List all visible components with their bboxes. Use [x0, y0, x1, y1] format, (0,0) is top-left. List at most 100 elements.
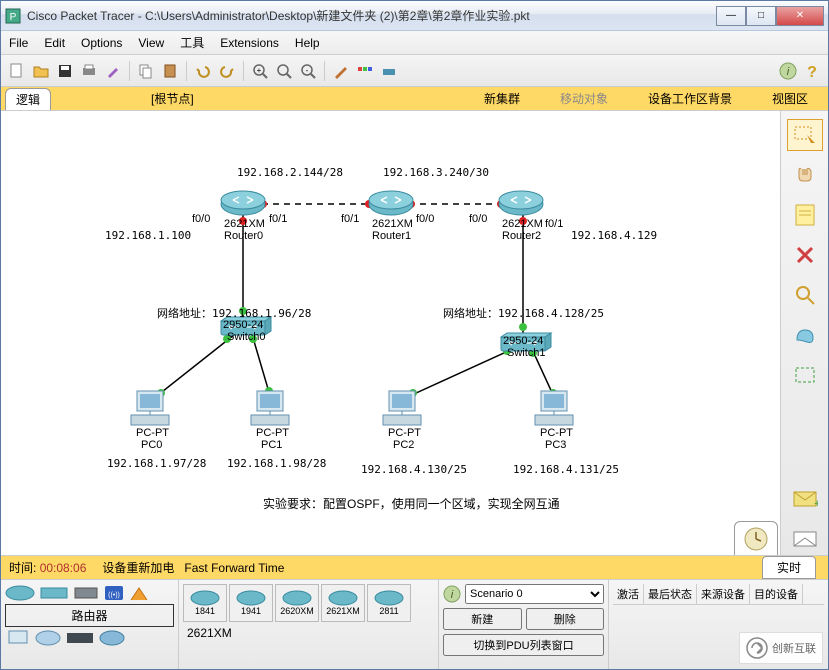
- select-tool-icon[interactable]: [787, 119, 823, 151]
- device-1841[interactable]: 1841: [183, 584, 227, 622]
- sw0-name: 2950-24: [223, 319, 263, 331]
- app-icon: P: [5, 8, 21, 24]
- menu-view[interactable]: View: [138, 36, 164, 50]
- fast-forward-button[interactable]: Fast Forward Time: [184, 561, 284, 575]
- pc2-name: PC2: [393, 439, 414, 451]
- copy-icon[interactable]: [136, 61, 156, 81]
- menu-tools[interactable]: 工具: [180, 34, 204, 51]
- save-icon[interactable]: [55, 61, 75, 81]
- menu-file[interactable]: File: [9, 36, 28, 50]
- inspect-tool-icon[interactable]: [787, 279, 823, 311]
- svg-text:?: ?: [807, 64, 817, 80]
- pc1-type: PC-PT: [256, 427, 289, 439]
- scenario-panel: i Scenario 0 新建 删除 切换到PDU列表窗口: [439, 580, 609, 669]
- logical-navbar: 逻辑 [根节点] 新集群 移动对象 设备工作区背景 视图区: [1, 87, 828, 111]
- r1-label: Router1: [372, 230, 411, 242]
- pc3-icon[interactable]: [535, 391, 573, 425]
- pc2-ip: 192.168.4.130/25: [361, 463, 467, 476]
- palette-multiuser-icon[interactable]: [99, 630, 125, 646]
- close-button[interactable]: ✕: [776, 6, 824, 26]
- wizard-icon[interactable]: [103, 61, 123, 81]
- device-1941[interactable]: 1941: [229, 584, 273, 622]
- menu-help[interactable]: Help: [295, 36, 320, 50]
- workspace: 192.168.2.144/28 192.168.3.240/30 f0/0 f…: [1, 111, 828, 555]
- pdu-col-fire: 激活: [613, 584, 644, 604]
- router0-icon[interactable]: [221, 191, 265, 215]
- maximize-button[interactable]: □: [746, 6, 776, 26]
- power-cycle-button[interactable]: 设备重新加电: [102, 559, 174, 576]
- scenario-select[interactable]: Scenario 0: [465, 584, 604, 604]
- realtime-sim-toggle[interactable]: [734, 521, 778, 555]
- scenario-new-button[interactable]: 新建: [443, 608, 522, 630]
- draw-icon[interactable]: [331, 61, 351, 81]
- r2-if-right: f0/1: [545, 218, 563, 230]
- r0-if-left: f0/0: [192, 213, 210, 225]
- palette-icon[interactable]: [355, 61, 375, 81]
- r0-if-right: f0/1: [269, 213, 287, 225]
- delete-tool-icon[interactable]: [787, 239, 823, 271]
- note-tool-icon[interactable]: [787, 199, 823, 231]
- menu-edit[interactable]: Edit: [44, 36, 65, 50]
- device-2620xm[interactable]: 2620XM: [275, 584, 319, 622]
- palette-enddevice-icon[interactable]: [5, 629, 31, 647]
- redo-icon[interactable]: [217, 61, 237, 81]
- device-model-list: 1841 1941 2620XM 2621XM 2811 2621XM: [179, 580, 439, 669]
- palette-wireless-icon[interactable]: ((•)): [103, 584, 125, 602]
- logical-tab[interactable]: 逻辑: [5, 88, 51, 110]
- palette-connection-icon[interactable]: [129, 584, 149, 602]
- set-background-button[interactable]: 设备工作区背景: [628, 90, 752, 107]
- r0-name: 2621XM: [224, 218, 265, 230]
- r2-if-left: f0/0: [469, 213, 487, 225]
- move-object-button[interactable]: 移动对象: [540, 90, 628, 107]
- simple-pdu-icon[interactable]: +: [787, 483, 823, 515]
- pc1-icon[interactable]: [251, 391, 289, 425]
- minimize-button[interactable]: —: [716, 6, 746, 26]
- custom-device-icon[interactable]: [379, 61, 399, 81]
- pc0-ip: 192.168.1.97/28: [107, 457, 206, 470]
- topology-canvas[interactable]: 192.168.2.144/28 192.168.3.240/30 f0/0 f…: [1, 111, 780, 555]
- window-title: Cisco Packet Tracer - C:\Users\Administr…: [27, 7, 716, 24]
- info-icon[interactable]: i: [778, 61, 798, 81]
- pc2-icon[interactable]: [383, 391, 421, 425]
- svg-text:P: P: [10, 12, 17, 23]
- paste-icon[interactable]: [160, 61, 180, 81]
- zoom-reset-icon[interactable]: [274, 61, 294, 81]
- print-icon[interactable]: [79, 61, 99, 81]
- realtime-tab[interactable]: 实时: [762, 556, 816, 579]
- root-node-label[interactable]: [根节点]: [131, 90, 214, 107]
- scenario-toggle-button[interactable]: 切换到PDU列表窗口: [443, 634, 604, 656]
- selected-model-label: 2621XM: [183, 622, 434, 644]
- new-cluster-button[interactable]: 新集群: [464, 90, 540, 107]
- undo-icon[interactable]: [193, 61, 213, 81]
- palette-wan-icon[interactable]: [35, 629, 61, 647]
- pc0-type: PC-PT: [136, 427, 169, 439]
- sw1-name: 2950-24: [503, 335, 543, 347]
- draw-poly-icon[interactable]: [787, 319, 823, 351]
- pdu-col-status: 最后状态: [644, 584, 697, 604]
- zoom-out-icon[interactable]: -: [298, 61, 318, 81]
- complex-pdu-icon[interactable]: [787, 523, 823, 555]
- palette-hub-icon[interactable]: [73, 584, 99, 602]
- router2-icon[interactable]: [499, 191, 543, 215]
- category-label: 路由器: [5, 604, 174, 627]
- palette-custom-icon[interactable]: [65, 631, 95, 645]
- viewport-button[interactable]: 视图区: [752, 90, 828, 107]
- move-tool-icon[interactable]: [787, 159, 823, 191]
- zoom-in-icon[interactable]: +: [250, 61, 270, 81]
- menu-options[interactable]: Options: [81, 36, 122, 50]
- palette-switch-icon[interactable]: [39, 584, 69, 602]
- r1-if-right: f0/0: [416, 213, 434, 225]
- device-2621xm[interactable]: 2621XM: [321, 584, 365, 622]
- router1-icon[interactable]: [369, 191, 413, 215]
- scenario-delete-button[interactable]: 删除: [526, 608, 605, 630]
- new-icon[interactable]: [7, 61, 27, 81]
- scenario-info-icon: i: [443, 585, 461, 603]
- pc0-icon[interactable]: [131, 391, 169, 425]
- resize-tool-icon[interactable]: [787, 359, 823, 391]
- time-label: 时间:: [9, 559, 36, 576]
- help-icon[interactable]: ?: [802, 61, 822, 81]
- open-icon[interactable]: [31, 61, 51, 81]
- device-2811[interactable]: 2811: [367, 584, 411, 622]
- palette-router-icon[interactable]: [5, 584, 35, 602]
- menu-extensions[interactable]: Extensions: [220, 36, 279, 50]
